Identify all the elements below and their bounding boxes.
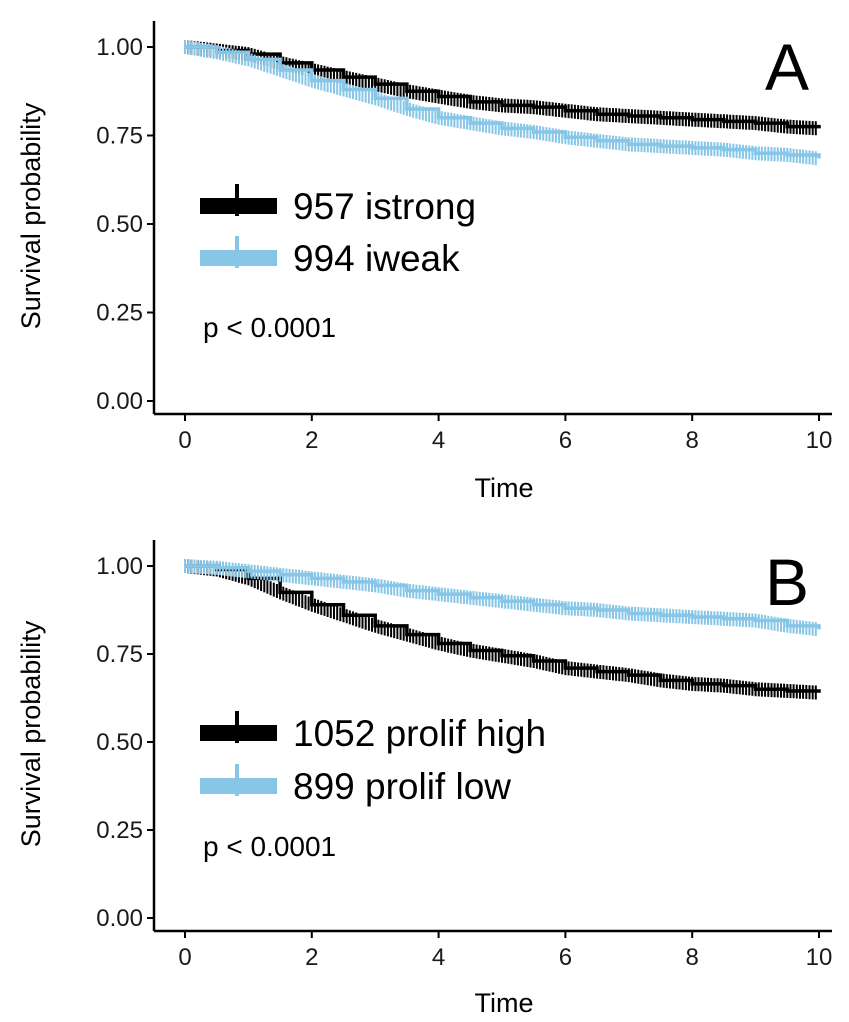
legend-label: 994 iweak (293, 238, 460, 279)
x-tick-label: 10 (806, 944, 833, 971)
x-tick-label: 8 (686, 944, 699, 971)
p-value-annotation: p < 0.0001 (203, 312, 336, 343)
legend-label: 899 prolif low (293, 766, 511, 807)
x-tick-label: 0 (178, 427, 191, 454)
p-value-annotation: p < 0.0001 (203, 831, 336, 862)
x-tick-label: 10 (806, 427, 833, 454)
y-tick-label: 0.25 (96, 300, 143, 327)
x-tick-label: 6 (559, 427, 572, 454)
y-tick-label: 0.00 (96, 388, 143, 415)
panel-b: 0.00 0.25 0.50 0.75 1.00 0 2 4 6 8 10 Time Survival … (16, 540, 832, 1018)
x-tick-label: 4 (432, 427, 445, 454)
x-tick-label: 8 (686, 427, 699, 454)
y-tick-label: 1.00 (96, 34, 143, 61)
x-axis-title: Time (475, 988, 534, 1018)
x-tick-label: 0 (178, 944, 191, 971)
legend-label: 1052 prolif high (293, 713, 546, 754)
y-tick-label: 0.75 (96, 641, 143, 668)
y-axis-title: Survival probability (16, 620, 46, 847)
panel-label: A (765, 30, 809, 104)
y-tick-label: 0.00 (96, 905, 143, 932)
y-tick-label: 0.25 (96, 817, 143, 844)
y-tick-label: 1.00 (96, 553, 143, 580)
y-tick-label: 0.75 (96, 123, 143, 150)
panel-label: B (765, 545, 809, 619)
panel-a: 0.00 0.25 0.50 0.75 1.00 0 2 4 6 8 10 Time Survival … (16, 21, 832, 503)
x-tick-label: 4 (432, 944, 445, 971)
y-tick-label: 0.50 (96, 211, 143, 238)
x-tick-label: 2 (305, 427, 318, 454)
x-tick-label: 2 (305, 944, 318, 971)
y-axis-title: Survival probability (16, 102, 46, 329)
x-axis-title: Time (475, 473, 534, 503)
censor-marks (184, 559, 817, 636)
series-line-dark (185, 564, 821, 693)
censor-marks (184, 40, 817, 166)
y-tick-label: 0.50 (96, 729, 143, 756)
x-tick-label: 6 (559, 944, 572, 971)
legend-label: 957 istrong (293, 186, 476, 227)
